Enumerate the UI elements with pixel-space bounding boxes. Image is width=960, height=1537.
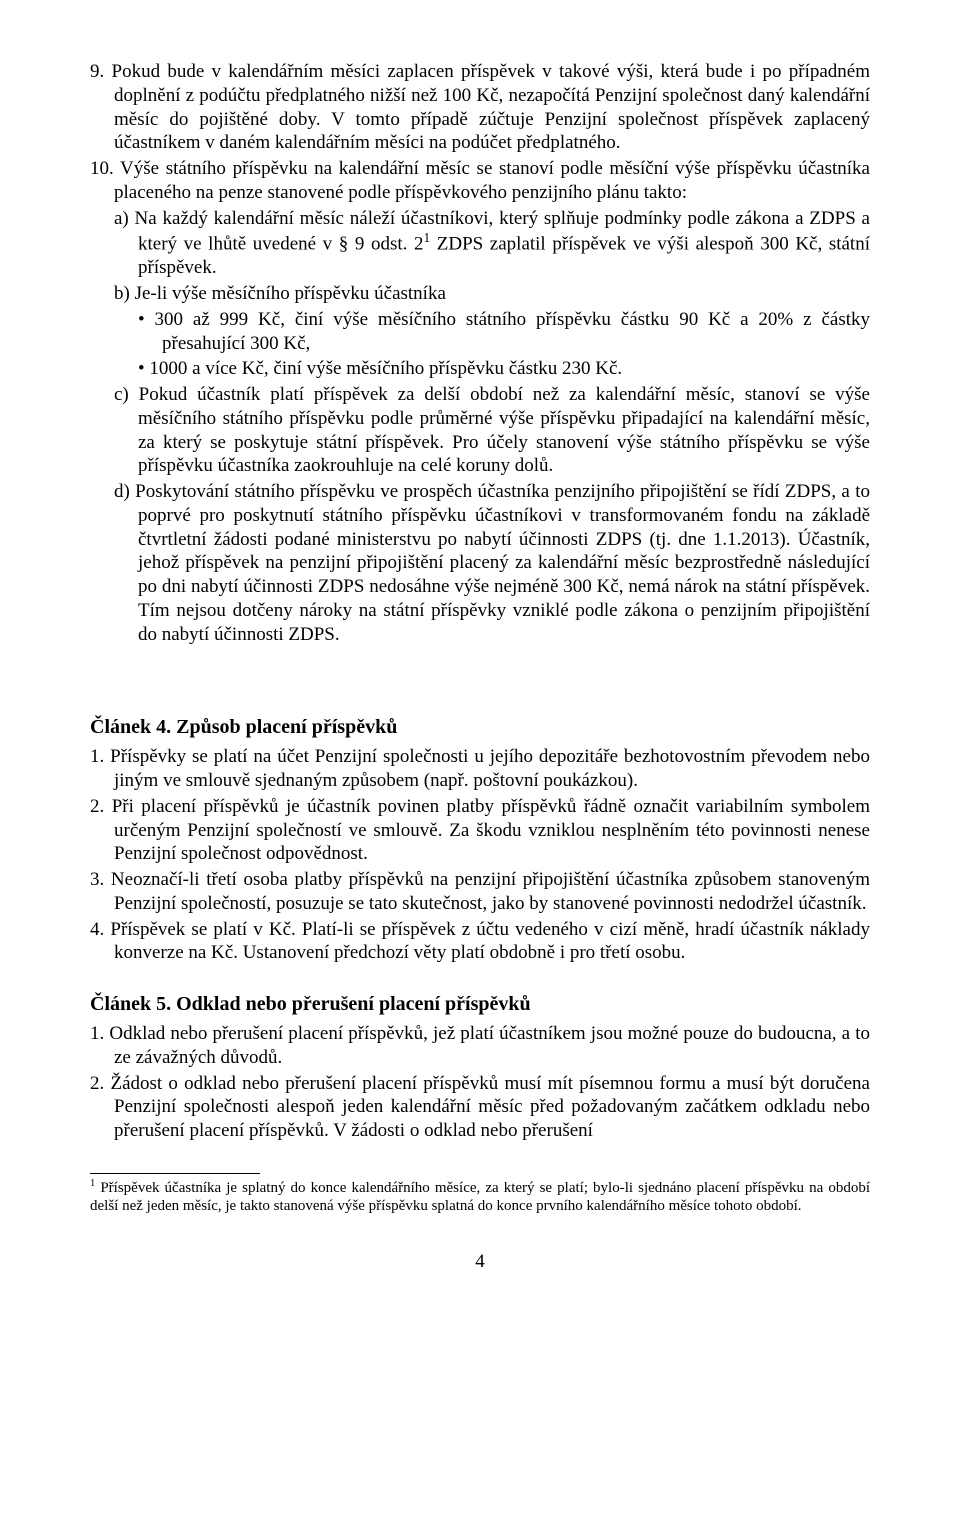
paragraph-10a: a) Na každý kalendářní měsíc náleží účas… bbox=[90, 207, 870, 281]
article-4-para-2: 2. Při placení příspěvků je účastník pov… bbox=[90, 795, 870, 866]
bullet-2: • 1000 a více Kč, činí výše měsíčního př… bbox=[90, 357, 870, 381]
paragraph-10c: c) Pokud účastník platí příspěvek za del… bbox=[90, 383, 870, 478]
paragraph-9: 9. Pokud bude v kalendářním měsíci zapla… bbox=[90, 60, 870, 155]
document-page: 9. Pokud bude v kalendářním měsíci zapla… bbox=[0, 0, 960, 1332]
footnote-1-text: Příspěvek účastníka je splatný do konce … bbox=[90, 1180, 870, 1214]
footnote-1: 1 Příspěvek účastníka je splatný do konc… bbox=[90, 1178, 870, 1215]
page-number: 4 bbox=[90, 1251, 870, 1273]
article-5-para-2: 2. Žádost o odklad nebo přerušení placen… bbox=[90, 1072, 870, 1143]
article-5-heading: Článek 5. Odklad nebo přerušení placení … bbox=[90, 993, 870, 1016]
paragraph-10: 10. Výše státního příspěvku na kalendářn… bbox=[90, 157, 870, 205]
bullet-1: • 300 až 999 Kč, činí výše měsíčního stá… bbox=[90, 308, 870, 356]
article-4-para-4: 4. Příspěvek se platí v Kč. Platí-li se … bbox=[90, 918, 870, 966]
footnote-separator bbox=[90, 1173, 260, 1174]
article-4-heading: Článek 4. Způsob placení příspěvků bbox=[90, 716, 870, 739]
article-4-para-3: 3. Neoznačí-li třetí osoba platby příspě… bbox=[90, 868, 870, 916]
article-5-para-1: 1. Odklad nebo přerušení placení příspěv… bbox=[90, 1022, 870, 1070]
article-4-para-1: 1. Příspěvky se platí na účet Penzijní s… bbox=[90, 745, 870, 793]
paragraph-10b: b) Je-li výše měsíčního příspěvku účastn… bbox=[90, 282, 870, 306]
paragraph-10d: d) Poskytování státního příspěvku ve pro… bbox=[90, 480, 870, 646]
